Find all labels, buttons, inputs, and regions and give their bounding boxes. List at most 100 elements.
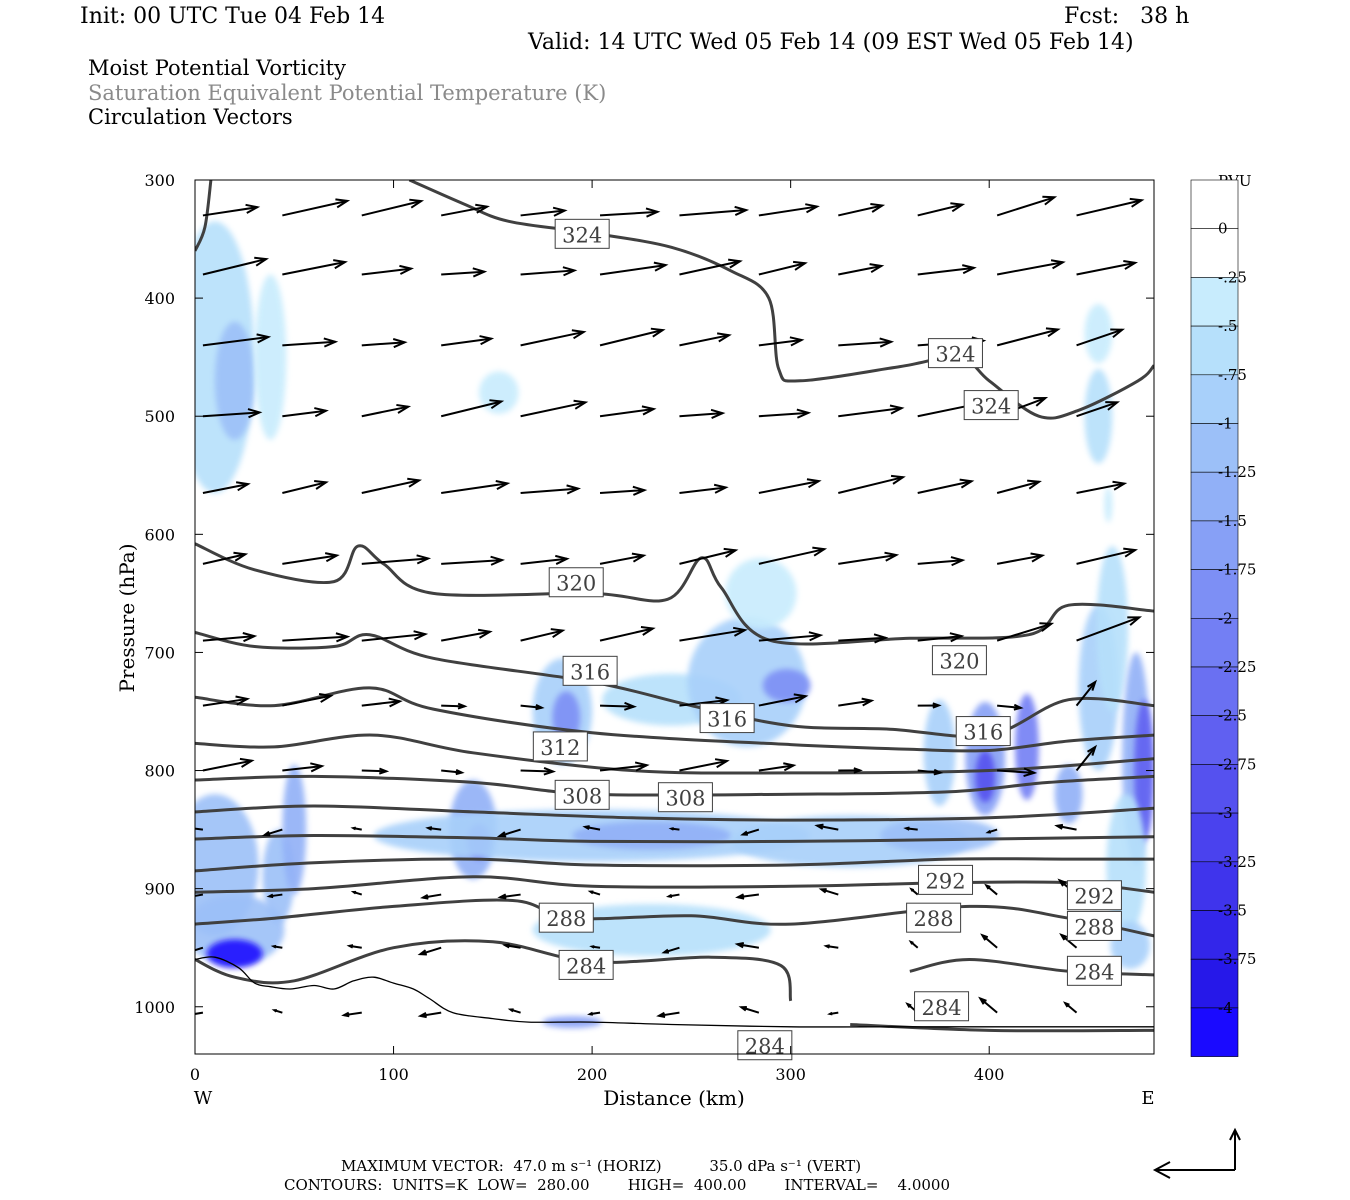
vector-head xyxy=(335,632,351,643)
vector-arrow-109 xyxy=(261,828,283,837)
vector-arrow-149 xyxy=(587,1011,601,1016)
field-title-theta: Saturation Equivalent Potential Temperat… xyxy=(88,81,607,105)
vector-arrow-23 xyxy=(1076,260,1139,276)
vector-head xyxy=(270,944,277,949)
vector-head xyxy=(497,893,507,900)
vector-arrow-73 xyxy=(282,632,351,643)
theta-contour-300-8 xyxy=(195,833,1154,844)
vector-head xyxy=(378,767,390,775)
vector-shaft xyxy=(679,334,730,347)
vector-shaft xyxy=(520,269,575,276)
y-tick-label: 300 xyxy=(144,171,175,190)
vector-arrow-62 xyxy=(361,554,432,565)
vector-arrow-147 xyxy=(417,1011,442,1019)
vector-head xyxy=(409,198,425,209)
vector-shaft xyxy=(838,699,872,707)
y-tick-label: 600 xyxy=(144,525,175,544)
y-tick-label: 400 xyxy=(144,289,175,308)
vector-arrow-67 xyxy=(758,546,828,565)
vector-head xyxy=(502,943,510,949)
vector-shaft xyxy=(500,893,521,899)
vector-arrow-61 xyxy=(282,552,340,565)
vector-arrow-29 xyxy=(599,327,666,347)
vector-arrow-56 xyxy=(838,474,906,494)
vector-shaft xyxy=(737,943,760,949)
contours-note: CONTOURS: UNITS=K LOW= 280.00 HIGH= 400.… xyxy=(284,1176,950,1194)
vector-head xyxy=(903,826,910,831)
vector-arrow-124 xyxy=(497,893,521,900)
vector-arrow-39 xyxy=(440,399,505,418)
vector-arrow-9 xyxy=(917,202,966,217)
vector-arrow-54 xyxy=(679,483,729,494)
vector-head xyxy=(1042,195,1058,206)
colorbar-swatch xyxy=(1190,569,1239,619)
vector-arrow-122 xyxy=(350,890,363,896)
theta-contour-304-7 xyxy=(195,804,1154,822)
mpv-region-18 xyxy=(572,821,732,850)
vector-shaft xyxy=(264,828,283,836)
vector-shaft xyxy=(979,997,998,1014)
vector-head xyxy=(314,480,329,490)
vector-head xyxy=(472,267,488,278)
vector-shaft xyxy=(520,557,568,565)
theta-contours xyxy=(195,180,1154,1033)
colorbar-swatch xyxy=(1190,958,1239,1009)
vector-head xyxy=(789,336,805,347)
vector-arrow-95 xyxy=(1075,679,1098,707)
contour-label-box xyxy=(532,731,588,762)
contour-label-text: 284 xyxy=(1074,960,1114,984)
vector-head xyxy=(589,945,595,949)
vector-arrow-151 xyxy=(738,1005,760,1014)
vector-arrow-111 xyxy=(425,826,442,831)
vector-head xyxy=(479,335,495,346)
theta-contour-312-4 xyxy=(195,686,1154,753)
vector-head xyxy=(909,887,915,892)
vector-shaft xyxy=(195,827,204,831)
vector-head xyxy=(740,830,748,836)
vector-arrow-91 xyxy=(758,693,809,707)
vector-head xyxy=(1123,547,1139,558)
vector-head xyxy=(573,399,589,410)
vector-arrow-31 xyxy=(758,336,805,347)
vector-head xyxy=(261,830,271,837)
vector-arrow-16 xyxy=(520,266,578,277)
vector-head xyxy=(310,762,325,773)
theta-contour-296-9 xyxy=(195,857,1154,873)
vector-arrow-138 xyxy=(661,946,680,954)
vector-head xyxy=(396,403,412,414)
vector-head xyxy=(1127,616,1143,626)
vector-arrow-66 xyxy=(679,547,739,565)
vector-head xyxy=(1033,397,1049,407)
reference-vector-vert-head xyxy=(1229,1127,1241,1141)
colorbar-label: -3.5 xyxy=(1218,902,1247,920)
vector-arrow-112 xyxy=(496,828,521,838)
x-tick-label: 100 xyxy=(378,1065,409,1084)
vector-shaft xyxy=(361,769,387,773)
colorbar-label: -.25 xyxy=(1218,268,1247,286)
colorbar-label: -3 xyxy=(1218,804,1233,822)
vector-head xyxy=(653,261,669,272)
vector-arrow-34 xyxy=(996,327,1061,347)
terrain-surface xyxy=(195,956,1154,1028)
vector-arrow-18 xyxy=(679,258,743,276)
vector-arrow-8 xyxy=(838,203,886,217)
vector-head xyxy=(732,626,748,637)
vector-shaft xyxy=(520,629,563,642)
vector-shaft xyxy=(997,704,1021,709)
vector-arrow-148 xyxy=(507,1008,521,1014)
theta-contour-324-0 xyxy=(195,180,213,252)
vector-head xyxy=(183,826,189,830)
vector-arrow-58 xyxy=(996,479,1042,494)
contour-label-17: 284 xyxy=(1066,955,1122,986)
vector-shaft xyxy=(361,633,426,642)
colorbar-label: -1 xyxy=(1218,415,1233,433)
vector-head xyxy=(1062,1001,1070,1008)
vector-shaft xyxy=(599,627,654,642)
vector-shaft xyxy=(441,482,508,494)
plot-frame xyxy=(194,179,1155,1055)
vector-arrow-28 xyxy=(520,329,587,347)
vector-arrow-107 xyxy=(1075,744,1098,772)
vector-shaft xyxy=(202,483,249,494)
vector-head xyxy=(324,552,340,563)
vector-shaft xyxy=(816,824,839,831)
